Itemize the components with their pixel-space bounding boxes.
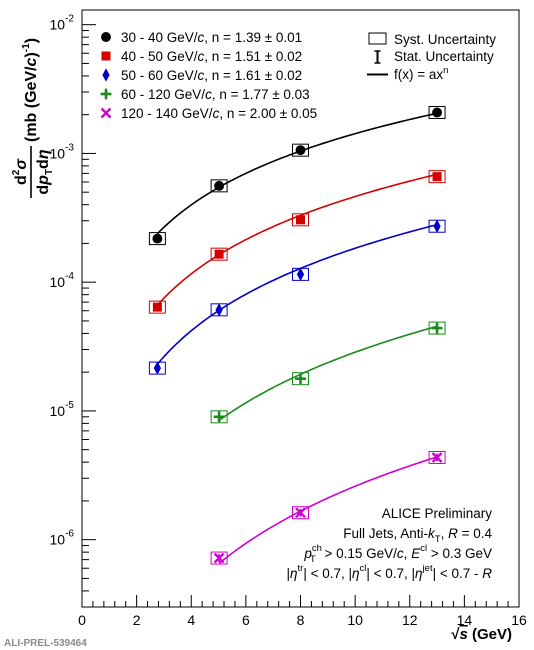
data-point [213, 552, 225, 564]
legend-label: 120 - 140 GeV/c, n = 2.00 ± 0.05 [121, 106, 317, 121]
annotation-eta-cuts: |ηtr| < 0.7, |ηcl| < 0.7, |ηjet| < 0.7 -… [287, 563, 493, 581]
data-point [295, 373, 306, 385]
cross-bar [100, 107, 112, 119]
fit-curves [156, 112, 438, 564]
syst-uncertainty-box [292, 213, 309, 227]
syst-uncertainty-box [210, 410, 228, 424]
y-tick-label: 10-6 [50, 529, 75, 548]
cross-bar [213, 552, 225, 564]
syst-uncertainty-box [210, 551, 228, 565]
x-tick-label: 0 [78, 612, 86, 628]
syst-uncertainty-box [428, 450, 446, 464]
y-tick-label: 10-4 [50, 271, 75, 290]
data-point [295, 145, 306, 156]
y-axis-ticks [82, 24, 96, 608]
legend-fit-label: f(x) = axn [394, 65, 448, 82]
syst-uncertainty-box [292, 506, 309, 520]
legend-label: 40 - 50 GeV/c, n = 1.51 ± 0.02 [121, 49, 302, 64]
legend-label: 60 - 120 GeV/c, n = 1.77 ± 0.03 [121, 87, 310, 102]
legend-entry: 30 - 40 GeV/c, n = 1.39 ± 0.01 [101, 30, 302, 45]
legend-marker [100, 88, 112, 100]
data-point [433, 219, 441, 233]
y-axis-label: d2σ dpTdη (mb (GeV/c)-1) [11, 38, 55, 198]
x-tick-label: 16 [511, 612, 527, 628]
syst-uncertainty-box [148, 300, 166, 314]
annotation-jet-definition: Full Jets, Anti-kT, R = 0.4 [343, 526, 492, 545]
x-axis-label: √s (GeV) [451, 626, 512, 643]
x-tick-label: 8 [297, 612, 305, 628]
x-tick-label: 6 [242, 612, 250, 628]
legend-marker [102, 68, 110, 82]
legend-marker [100, 107, 112, 119]
legend-entry: 120 - 140 GeV/c, n = 2.00 ± 0.05 [100, 106, 317, 121]
data-points [148, 105, 446, 565]
svg-text:dpTdη: dpTdη [35, 149, 55, 194]
fit-curve [156, 223, 438, 365]
x-axis-ticks [81, 595, 520, 607]
y-tick-label: 10-5 [50, 400, 75, 419]
fit-curve [218, 325, 438, 422]
data-point [152, 302, 162, 312]
legend-syst-box-icon [368, 32, 387, 45]
data-point [215, 303, 223, 317]
legend-series: 30 - 40 GeV/c, n = 1.39 ± 0.01 40 - 50 Ge… [100, 30, 317, 121]
x-tick-label: 12 [402, 612, 418, 628]
data-point [214, 249, 224, 259]
legend-marker [101, 51, 111, 61]
svg-text:d2σ: d2σ [11, 158, 30, 185]
x-tick-label: 4 [187, 612, 195, 628]
data-point [432, 172, 442, 182]
cross-bar [431, 452, 443, 463]
fit-curve [218, 456, 438, 564]
x-axis-tick-labels: 0 2 4 6 8 10 12 14 16 [78, 612, 527, 628]
data-point [213, 411, 225, 423]
x-tick-label: 10 [347, 612, 363, 628]
data-point [153, 361, 161, 375]
legend-stat-label: Stat. Uncertainty [394, 49, 494, 64]
annotation-alice-preliminary: ALICE Preliminary [382, 506, 493, 521]
legend-entry: 40 - 50 GeV/c, n = 1.51 ± 0.02 [101, 49, 302, 64]
x-tick-label: 2 [133, 612, 141, 628]
legend-label: 30 - 40 GeV/c, n = 1.39 ± 0.01 [121, 30, 302, 45]
legend-entry-stat: Stat. Uncertainty [374, 49, 494, 64]
data-point [296, 267, 305, 282]
syst-uncertainty-box [428, 170, 446, 184]
svg-text:(mb (GeV/c)-1): (mb (GeV/c)-1) [21, 38, 40, 142]
legend-entry-syst: Syst. Uncertainty [368, 32, 496, 47]
y-tick-label: 10-2 [50, 14, 75, 33]
legend: Syst. Uncertainty Stat. Uncertainty f(x)… [100, 30, 496, 121]
footer-id: ALI-PREL-539464 [4, 638, 87, 649]
legend-entry: 60 - 120 GeV/c, n = 1.77 ± 0.03 [100, 87, 310, 102]
syst-uncertainty-box [292, 143, 309, 157]
legend-syst-label: Syst. Uncertainty [394, 32, 496, 47]
fit-curve [156, 173, 438, 306]
legend-entry-fit: f(x) = axn [367, 65, 448, 82]
data-point [431, 322, 443, 334]
data-point [296, 215, 305, 225]
syst-uncertainty-box [148, 232, 166, 246]
x-tick-label: 14 [457, 612, 473, 628]
syst-uncertainty-box [292, 372, 309, 386]
syst-uncertainty-box [428, 321, 446, 335]
legend-entry: 50 - 60 GeV/c, n = 1.61 ± 0.02 [102, 68, 302, 83]
syst-uncertainty-box [210, 247, 228, 261]
legend-marker [101, 32, 111, 42]
data-point [432, 107, 443, 118]
y-axis-tick-labels: 10-6 10-5 10-4 10-3 10-2 [50, 14, 75, 548]
data-point [295, 507, 306, 519]
data-point [431, 452, 443, 463]
data-point [152, 233, 163, 244]
syst-uncertainty-box [428, 105, 446, 119]
syst-uncertainty-box [210, 179, 228, 193]
annotation-block: ALICE Preliminary Full Jets, Anti-kT, R … [287, 506, 493, 581]
y-tick-label: 10-3 [50, 142, 75, 161]
annotation-track-cluster-cuts: pch T > 0.15 GeV/c, Ecl > 0.3 GeV [303, 543, 492, 565]
cross-bar [295, 507, 306, 519]
legend-label: 50 - 60 GeV/c, n = 1.61 ± 0.02 [121, 68, 302, 83]
data-point [214, 180, 225, 191]
